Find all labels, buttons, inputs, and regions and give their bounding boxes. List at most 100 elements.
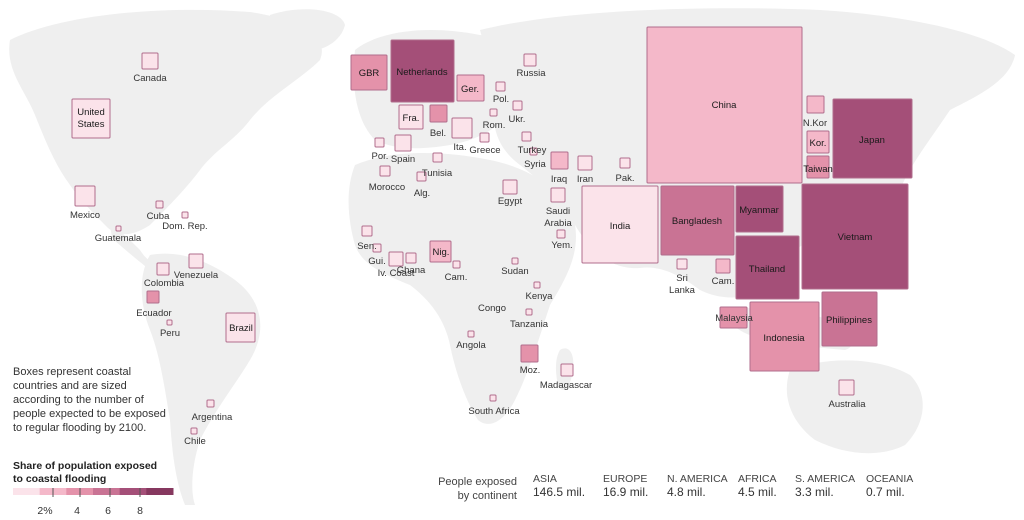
box-spain[interactable]: [394, 134, 412, 152]
continent-s-america: S. AMERICA 3.3 mil.: [795, 473, 855, 499]
box-nkor[interactable]: [806, 95, 825, 114]
box-pol[interactable]: [495, 81, 506, 92]
box-ecuador[interactable]: [146, 290, 160, 304]
box-russia[interactable]: [523, 53, 537, 67]
box-turkey[interactable]: [521, 131, 532, 142]
continent-value: 4.8 mil.: [667, 485, 706, 499]
box-canada[interactable]: [141, 52, 159, 70]
box-ita[interactable]: [451, 117, 473, 139]
box-vietnam[interactable]: [801, 183, 909, 290]
central-america-land: [110, 225, 155, 270]
box-indonesia[interactable]: [749, 301, 820, 372]
box-sri-lanka[interactable]: [676, 258, 688, 270]
box-cam-africa[interactable]: [452, 260, 461, 269]
box-kor[interactable]: [806, 130, 830, 154]
box-tanzania[interactable]: [525, 308, 533, 316]
box-japan[interactable]: [832, 98, 913, 179]
box-ger[interactable]: [456, 74, 485, 102]
continent-name: S. AMERICA: [795, 473, 856, 485]
box-saudi-arabia[interactable]: [550, 187, 566, 203]
scale-label-6: 6: [105, 505, 111, 517]
box-peru[interactable]: [166, 319, 173, 326]
box-por[interactable]: [374, 137, 385, 148]
box-cuba[interactable]: [155, 200, 164, 209]
box-malaysia[interactable]: [719, 306, 748, 329]
box-brazil[interactable]: [225, 312, 256, 343]
label-gbr: GBR: [359, 68, 380, 79]
box-philippines[interactable]: [821, 291, 878, 347]
box-kenya[interactable]: [533, 281, 541, 289]
box-dom-rep[interactable]: [181, 211, 189, 219]
box-syria[interactable]: [529, 147, 538, 156]
label-guatemala: Guatemala: [95, 233, 142, 244]
box-yem[interactable]: [556, 229, 566, 239]
box-tunisia[interactable]: [432, 152, 443, 163]
box-rom[interactable]: [489, 108, 498, 117]
box-gui[interactable]: [372, 243, 382, 253]
label-alg: Alg.: [414, 188, 430, 199]
label-dom-rep: Dom. Rep.: [162, 221, 207, 232]
box-thailand[interactable]: [735, 235, 800, 300]
people-exposed-line1: People exposed: [438, 476, 517, 488]
label-iraq: Iraq: [551, 174, 567, 185]
box-sudan[interactable]: [511, 257, 519, 265]
box-angola[interactable]: [467, 330, 475, 338]
label-bangladesh: Bangladesh: [672, 216, 722, 227]
label-saudi-1: Saudi: [546, 206, 570, 217]
label-fra: Fra.: [403, 113, 420, 124]
box-myanmar[interactable]: [735, 185, 784, 233]
box-ghana[interactable]: [405, 252, 417, 264]
box-venezuela[interactable]: [188, 253, 204, 269]
label-russia: Russia: [516, 68, 546, 79]
box-bangladesh[interactable]: [660, 185, 735, 256]
box-egypt[interactable]: [502, 179, 518, 195]
label-colombia: Colombia: [144, 278, 185, 289]
box-alg[interactable]: [416, 171, 427, 182]
australia-land: [786, 360, 923, 454]
label-rom: Rom.: [483, 120, 506, 131]
box-fra[interactable]: [398, 104, 424, 130]
label-por: Por.: [372, 151, 389, 162]
box-australia[interactable]: [838, 379, 855, 396]
box-cam-asia[interactable]: [715, 258, 731, 274]
box-bel[interactable]: [429, 104, 448, 123]
box-gbr[interactable]: [350, 54, 388, 91]
box-iran[interactable]: [577, 155, 593, 171]
label-myanmar: Myanmar: [739, 205, 779, 216]
box-morocco[interactable]: [379, 165, 391, 177]
box-nig[interactable]: [429, 240, 452, 263]
box-sen[interactable]: [361, 225, 373, 237]
box-pak[interactable]: [619, 157, 631, 169]
continent-name: ASIA: [533, 473, 557, 485]
label-cam-africa: Cam.: [445, 272, 468, 283]
box-moz[interactable]: [520, 344, 539, 363]
box-argentina[interactable]: [206, 399, 215, 408]
scale-swatch: [146, 488, 174, 495]
label-brazil: Brazil: [229, 323, 253, 334]
label-turkey: Turkey: [518, 145, 547, 156]
label-kor: Kor.: [810, 138, 827, 149]
label-tanzania: Tanzania: [510, 319, 549, 330]
scale-swatch: [93, 488, 121, 495]
box-china[interactable]: [646, 26, 803, 184]
label-mexico: Mexico: [70, 210, 100, 221]
label-ita: Ita.: [453, 142, 466, 153]
box-netherlands[interactable]: [390, 39, 455, 103]
box-mexico[interactable]: [74, 185, 96, 207]
label-sri-1: Sri: [676, 273, 688, 284]
box-iv-coast[interactable]: [388, 251, 404, 267]
box-guatemala[interactable]: [115, 225, 122, 232]
box-ukr[interactable]: [512, 100, 523, 111]
box-iraq[interactable]: [550, 151, 569, 170]
box-south-africa[interactable]: [489, 394, 497, 402]
box-madagascar[interactable]: [560, 363, 574, 377]
continent-n-america: N. AMERICA 4.8 mil.: [667, 473, 728, 499]
box-taiwan[interactable]: [806, 155, 830, 179]
label-madagascar: Madagascar: [540, 380, 592, 391]
label-canada: Canada: [133, 73, 167, 84]
box-greece[interactable]: [479, 132, 490, 143]
box-united-states[interactable]: [71, 98, 111, 139]
box-colombia[interactable]: [156, 262, 170, 276]
box-chile[interactable]: [190, 427, 198, 435]
box-india[interactable]: [581, 185, 659, 264]
